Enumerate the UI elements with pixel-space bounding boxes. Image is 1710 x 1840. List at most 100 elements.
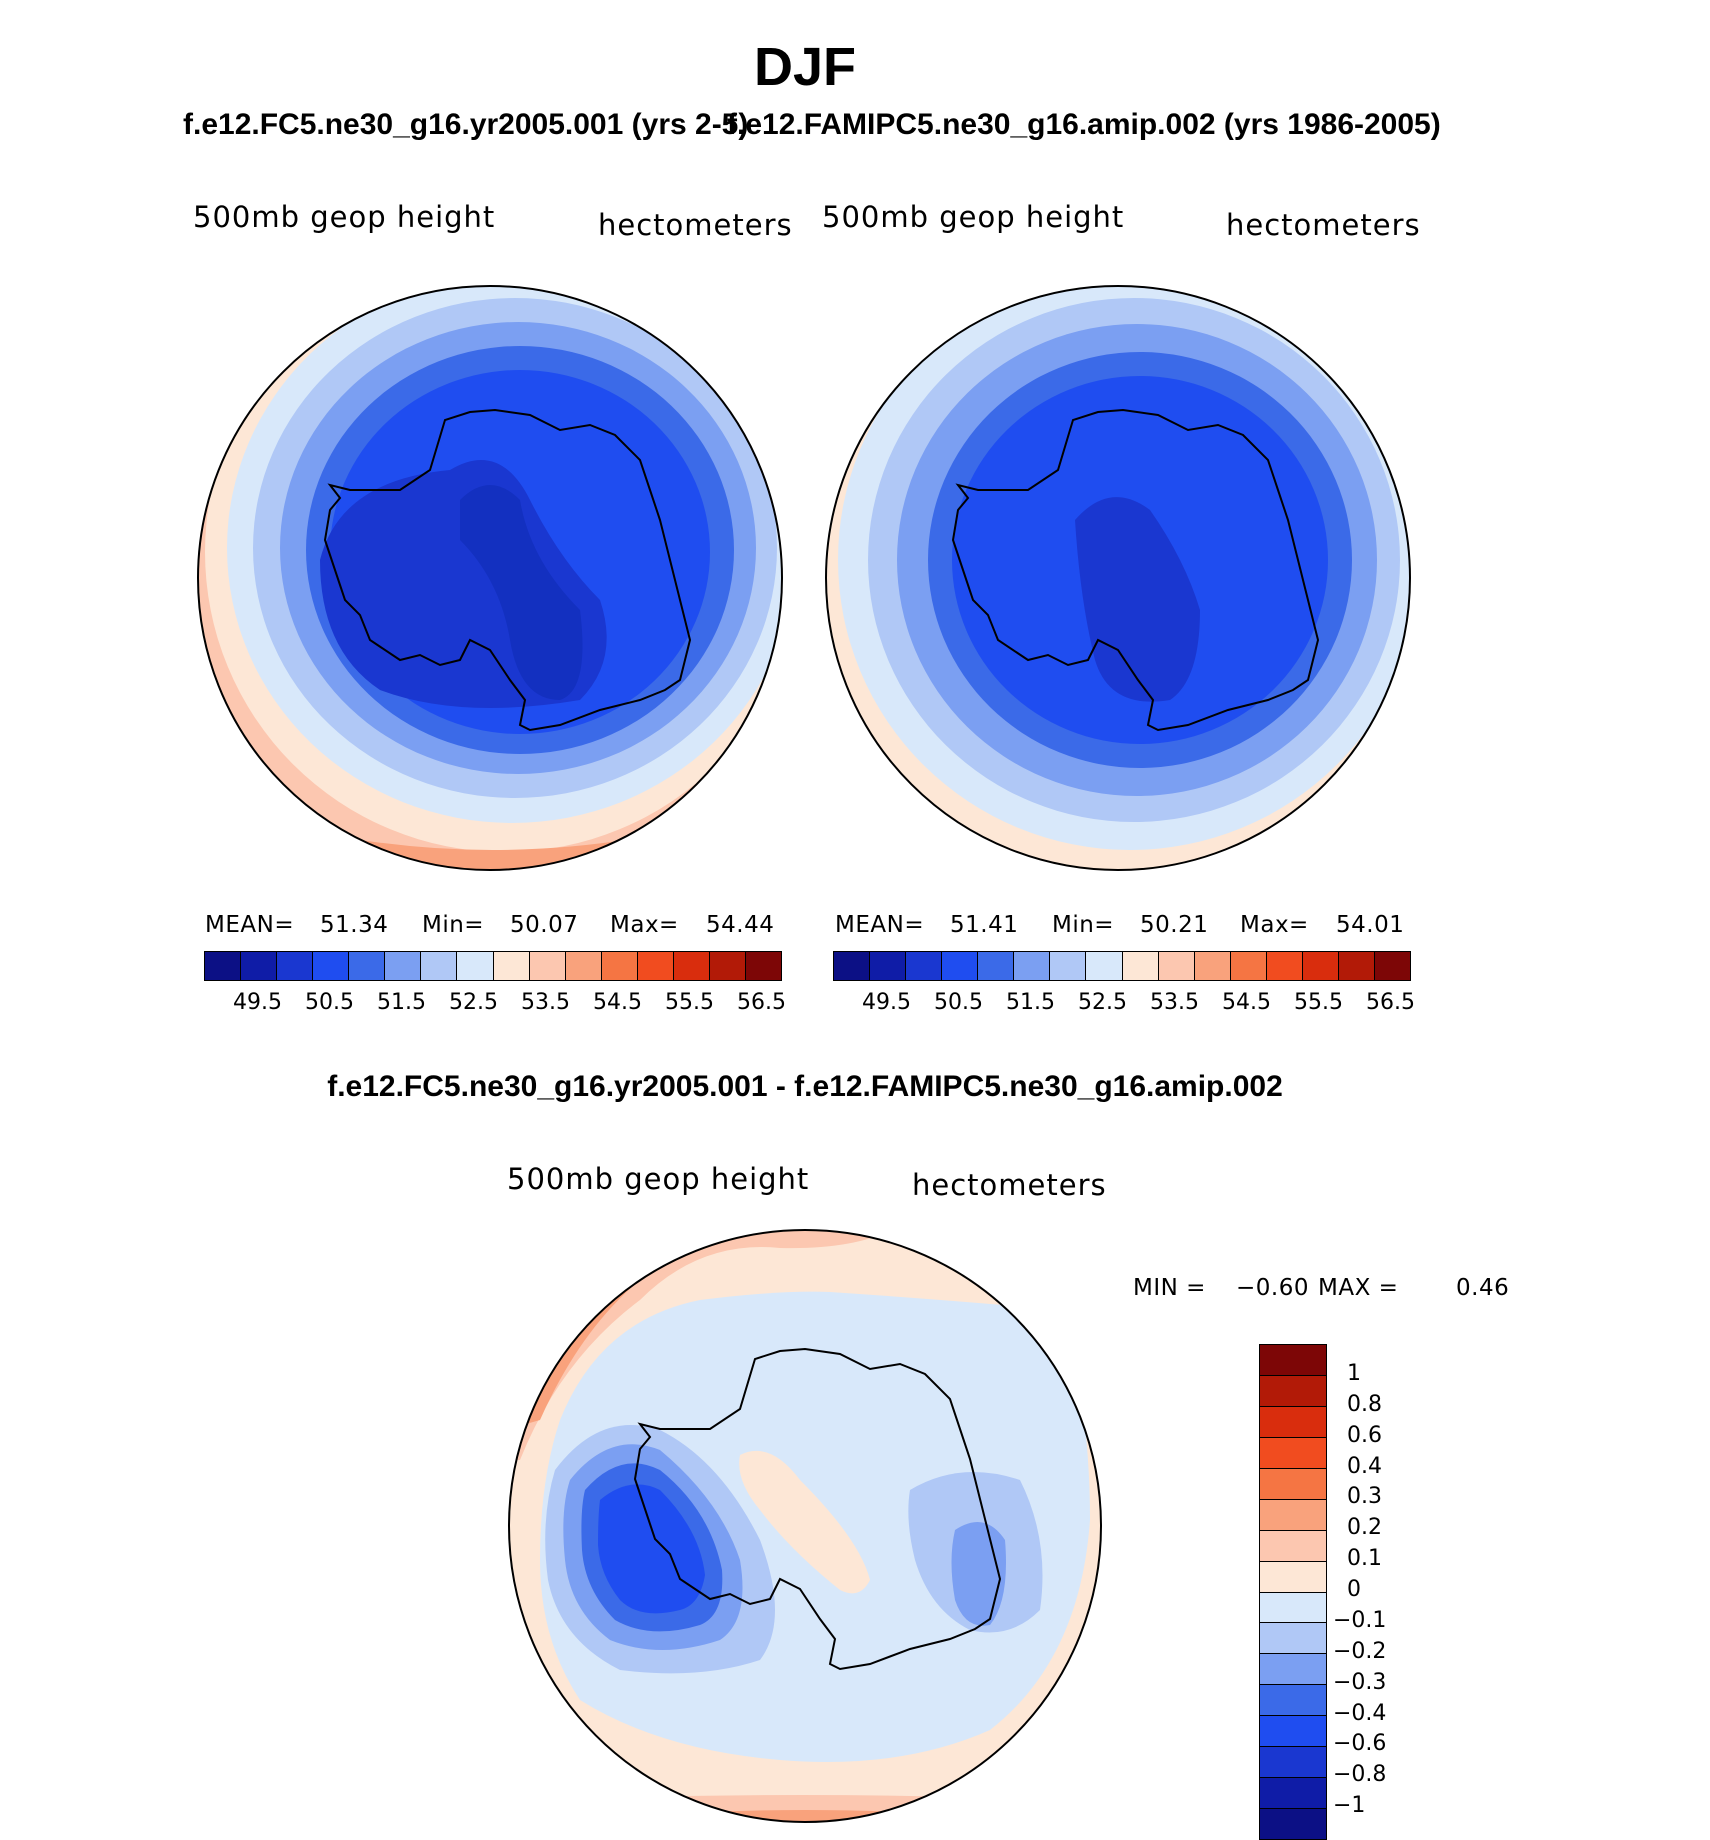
colorbar-tick-label: 52.5 <box>449 990 498 1015</box>
colorbar-swatch <box>1050 952 1087 980</box>
colorbar-swatch <box>906 952 943 980</box>
colorbar-swatch <box>1122 952 1159 980</box>
left-contour-fill <box>198 286 782 870</box>
colorbar-tick-label: 0 <box>1347 1577 1361 1602</box>
right-max-label: Max= <box>1240 912 1309 938</box>
colorbar-swatch <box>1260 1747 1326 1779</box>
colorbar-swatch <box>1260 1530 1326 1562</box>
colorbar-swatch <box>1374 952 1410 980</box>
colorbar-swatch <box>1302 952 1339 980</box>
colorbar-swatch <box>1158 952 1195 980</box>
colorbar-tick-label: −1 <box>1333 1793 1366 1819</box>
right-colorbar <box>833 951 1411 981</box>
colorbar-swatch <box>1194 952 1231 980</box>
right-variable-label: 500mb geop height <box>822 200 1125 234</box>
colorbar-swatch <box>1338 952 1375 980</box>
colorbar-swatch <box>277 952 314 980</box>
colorbar-tick-label: 0.2 <box>1347 1515 1382 1541</box>
colorbar-tick-label: 55.5 <box>1294 990 1343 1015</box>
colorbar-swatch <box>1260 1468 1326 1500</box>
left-units-label: hectometers <box>598 208 793 242</box>
left-antarctica-outline <box>323 408 692 732</box>
colorbar-tick-label: −0.6 <box>1333 1731 1387 1757</box>
colorbar-swatch <box>1260 1685 1326 1717</box>
right-mean-label: MEAN= <box>835 912 925 938</box>
colorbar-swatch <box>834 952 871 980</box>
colorbar-tick-label: 1 <box>1347 1360 1361 1386</box>
colorbar-swatch <box>421 952 458 980</box>
colorbar-tick-label: −0.4 <box>1333 1700 1387 1726</box>
colorbar-swatch <box>1260 1809 1326 1839</box>
right-mean-value: 51.41 <box>950 912 1019 938</box>
diff-max-value: 0.46 <box>1456 1275 1510 1301</box>
left-mean-label: MEAN= <box>205 912 295 938</box>
colorbar-swatch <box>1260 1592 1326 1624</box>
colorbar-swatch <box>385 952 422 980</box>
colorbar-swatch <box>1260 1437 1326 1469</box>
diff-variable-label: 500mb geop height <box>507 1162 810 1196</box>
colorbar-tick-label: 51.5 <box>1006 990 1055 1015</box>
colorbar-tick-label: 49.5 <box>233 990 282 1015</box>
colorbar-swatch <box>529 952 566 980</box>
colorbar-tick-label: 54.5 <box>593 990 642 1015</box>
colorbar-swatch <box>637 952 674 980</box>
colorbar-swatch <box>205 952 242 980</box>
colorbar-swatch <box>1260 1654 1326 1686</box>
left-panel-title: f.e12.FC5.ne30_g16.yr2005.001 (yrs 2-5) <box>183 108 749 141</box>
colorbar-swatch <box>1260 1778 1326 1810</box>
colorbar-tick-label: −0.8 <box>1333 1762 1387 1788</box>
colorbar-swatch <box>349 952 386 980</box>
colorbar-swatch <box>709 952 746 980</box>
colorbar-tick-label: 55.5 <box>665 990 714 1015</box>
colorbar-swatch <box>457 952 494 980</box>
left-min-value: 50.07 <box>510 912 579 938</box>
colorbar-swatch <box>1014 952 1051 980</box>
left-variable-label: 500mb geop height <box>193 200 496 234</box>
colorbar-tick-label: 50.5 <box>305 990 354 1015</box>
colorbar-tick-label: 0.3 <box>1347 1484 1382 1510</box>
colorbar-swatch <box>1260 1623 1326 1655</box>
diff-min-value: −0.60 <box>1236 1275 1309 1301</box>
colorbar-swatch <box>1260 1345 1326 1376</box>
season-title: DJF <box>753 37 856 97</box>
left-min-label: Min= <box>422 912 485 938</box>
right-contour-fill <box>826 286 1410 870</box>
colorbar-swatch <box>493 952 530 980</box>
colorbar-swatch <box>1260 1406 1326 1438</box>
right-min-label: Min= <box>1052 912 1115 938</box>
left-max-value: 54.44 <box>706 912 775 938</box>
colorbar-swatch <box>745 952 781 980</box>
right-units-label: hectometers <box>1226 208 1421 242</box>
left-max-label: Max= <box>610 912 679 938</box>
colorbar-swatch <box>978 952 1015 980</box>
colorbar-tick-label: 52.5 <box>1078 990 1127 1015</box>
colorbar-swatch <box>313 952 350 980</box>
colorbar-swatch <box>1260 1716 1326 1748</box>
right-panel-title: f.e12.FAMIPC5.ne30_g16.amip.002 (yrs 198… <box>727 108 1441 141</box>
colorbar-swatch <box>1260 1375 1326 1407</box>
colorbar-swatch <box>565 952 602 980</box>
colorbar-tick-label: 56.5 <box>737 990 786 1015</box>
colorbar-tick-label: 54.5 <box>1222 990 1271 1015</box>
colorbar-tick-label: 53.5 <box>521 990 570 1015</box>
left-colorbar <box>204 951 782 981</box>
colorbar-tick-label: 0.4 <box>1347 1453 1382 1479</box>
colorbar-swatch <box>1260 1499 1326 1531</box>
colorbar-swatch <box>942 952 979 980</box>
colorbar-tick-label: 0.6 <box>1347 1422 1382 1448</box>
colorbar-tick-label: 53.5 <box>1150 990 1199 1015</box>
right-min-value: 50.21 <box>1140 912 1209 938</box>
colorbar-tick-label: −0.2 <box>1333 1638 1387 1664</box>
diff-antarctica-outline <box>633 1347 1002 1671</box>
colorbar-tick-label: −0.3 <box>1333 1669 1387 1695</box>
colorbar-tick-label: 0.8 <box>1347 1391 1382 1417</box>
difference-title: f.e12.FC5.ne30_g16.yr2005.001 - f.e12.FA… <box>327 1070 1283 1103</box>
diff-max-label: MAX = <box>1318 1275 1399 1301</box>
diff-min-label: MIN = <box>1133 1275 1206 1301</box>
colorbar-tick-label: −0.1 <box>1333 1607 1387 1633</box>
diff-units-label: hectometers <box>912 1168 1107 1202</box>
colorbar-tick-label: 50.5 <box>934 990 983 1015</box>
colorbar-swatch <box>1230 952 1267 980</box>
